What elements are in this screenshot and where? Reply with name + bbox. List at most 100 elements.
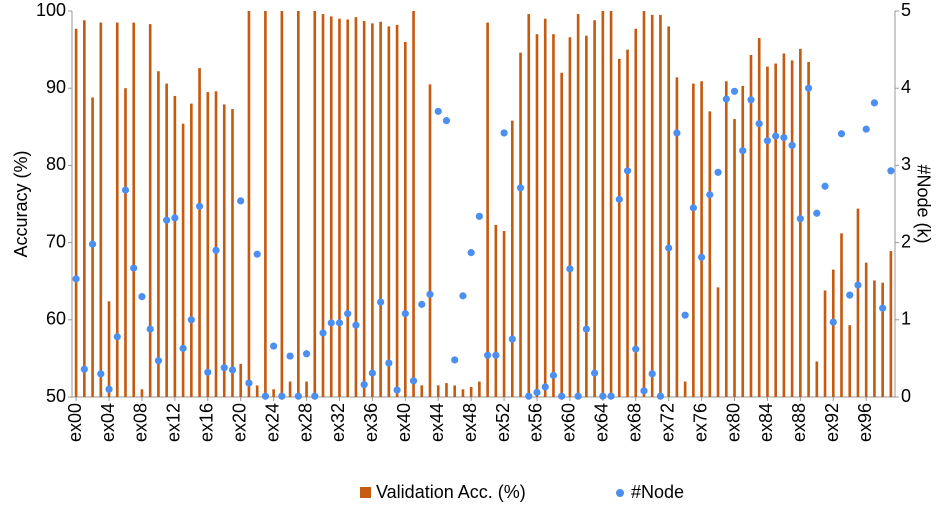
x-tick-label: ex56: [526, 403, 546, 442]
bar: [198, 68, 201, 398]
point: [665, 244, 673, 252]
point: [739, 147, 747, 155]
point: [813, 209, 821, 217]
x-tick-label: ex80: [723, 403, 743, 442]
bar: [535, 34, 539, 397]
point: [72, 275, 80, 283]
point: [467, 249, 475, 257]
bar: [601, 11, 605, 397]
point: [492, 351, 500, 359]
x-tick-label: ex72: [657, 403, 677, 442]
point: [319, 329, 327, 337]
bar: [741, 85, 745, 397]
x-tick-label: ex76: [690, 403, 710, 442]
point: [879, 304, 887, 312]
bar: [593, 20, 596, 397]
point: [681, 311, 689, 319]
bar: [264, 11, 267, 397]
point: [146, 325, 154, 333]
bar: [469, 386, 473, 397]
bar: [387, 26, 391, 397]
bar: [576, 14, 580, 397]
point: [121, 186, 130, 194]
bar: [774, 63, 777, 397]
point: [344, 310, 352, 318]
point: [335, 319, 344, 327]
point: [722, 95, 730, 103]
bar: [428, 84, 432, 397]
bar: [609, 11, 613, 397]
x-tick-label: ex00: [65, 403, 85, 442]
point: [599, 392, 607, 400]
bar: [642, 11, 646, 397]
point: [385, 359, 393, 367]
bar: [222, 104, 226, 398]
bar: [255, 385, 259, 397]
point: [615, 195, 623, 203]
bar: [379, 21, 382, 397]
bar: [148, 24, 152, 398]
y2-tick-label: 4: [901, 77, 911, 97]
bar: [889, 251, 893, 397]
point: [187, 316, 195, 324]
point: [459, 292, 467, 300]
y-tick-label: 60: [46, 309, 66, 329]
point: [763, 137, 772, 145]
point: [574, 392, 582, 400]
point: [804, 84, 813, 92]
bar: [165, 83, 168, 398]
bar: [790, 60, 794, 398]
point: [352, 321, 360, 329]
x-tick-label: ex12: [164, 403, 184, 442]
point: [253, 250, 261, 258]
point: [656, 392, 665, 400]
legend-label: #Node: [631, 482, 684, 502]
bar: [692, 83, 695, 398]
x-tick-label: ex48: [460, 403, 480, 442]
bar: [412, 11, 415, 397]
point: [821, 182, 829, 190]
x-tick-label: ex08: [131, 403, 151, 442]
point: [582, 325, 590, 333]
bar: [650, 14, 654, 398]
bar: [445, 383, 448, 397]
x-tick-label: ex16: [197, 403, 217, 442]
x-tick-label: ex68: [625, 403, 645, 442]
point: [788, 141, 796, 149]
point: [278, 392, 286, 400]
x-tick-label: ex84: [756, 403, 776, 442]
point: [286, 352, 294, 360]
bar: [856, 208, 860, 397]
point: [171, 214, 179, 222]
bar: [313, 11, 317, 397]
bar: [338, 18, 341, 397]
point: [673, 129, 681, 137]
point: [212, 246, 220, 254]
point: [138, 293, 146, 301]
bar: [181, 123, 185, 397]
point: [426, 290, 434, 298]
bar: [552, 34, 555, 397]
bar: [873, 280, 876, 397]
bar: [239, 363, 243, 397]
point: [689, 204, 697, 212]
bar: [560, 72, 564, 397]
point: [508, 335, 516, 343]
bar: [831, 269, 835, 397]
point: [525, 392, 533, 400]
point: [237, 197, 245, 205]
point: [747, 96, 755, 104]
y-tick-label: 80: [46, 154, 66, 174]
legend-marker: [616, 489, 624, 497]
point: [558, 392, 566, 400]
point: [393, 386, 401, 394]
point: [163, 216, 171, 224]
bar: [543, 18, 547, 397]
y-tick-label: 90: [46, 77, 66, 97]
point: [294, 392, 302, 400]
point: [442, 117, 451, 125]
point: [772, 132, 780, 140]
bar: [99, 22, 103, 398]
bar: [568, 37, 572, 398]
point: [105, 385, 113, 393]
